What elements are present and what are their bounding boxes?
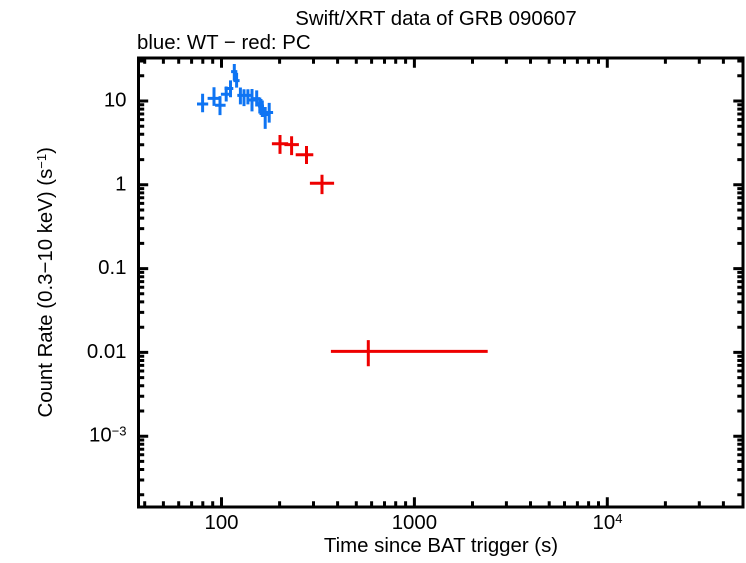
svg-text:1: 1 — [115, 173, 126, 195]
svg-text:0.01: 0.01 — [87, 341, 127, 363]
svg-text:104: 104 — [593, 511, 623, 534]
svg-text:blue: WT − red: PC: blue: WT − red: PC — [137, 32, 311, 54]
svg-text:Count Rate (0.3−10 keV) (s−1): Count Rate (0.3−10 keV) (s−1) — [34, 147, 57, 417]
svg-text:100: 100 — [204, 512, 238, 534]
svg-text:0.1: 0.1 — [98, 257, 126, 279]
svg-text:Swift/XRT data of GRB 090607: Swift/XRT data of GRB 090607 — [295, 8, 576, 30]
svg-text:10: 10 — [104, 90, 127, 112]
svg-text:1000: 1000 — [392, 512, 437, 534]
svg-text:Time since BAT trigger (s): Time since BAT trigger (s) — [324, 535, 558, 557]
